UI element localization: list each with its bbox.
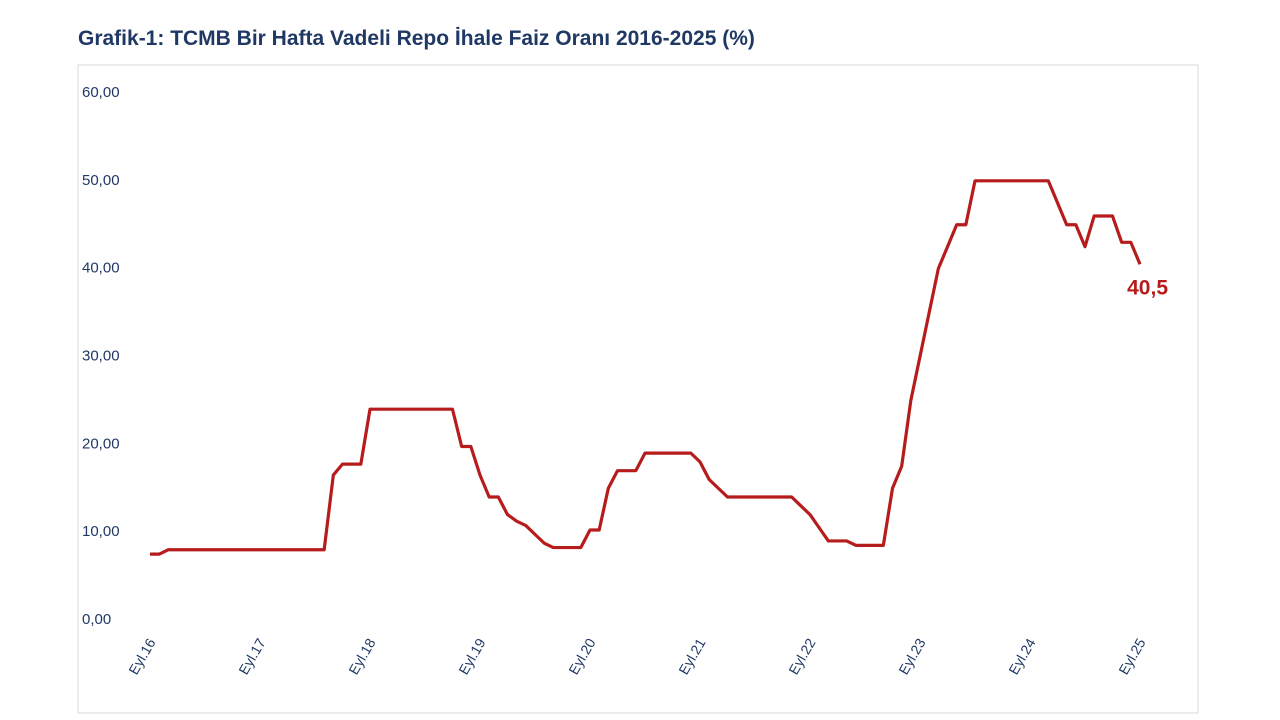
y-tick-label: 30,00	[82, 347, 120, 364]
y-tick-label: 20,00	[82, 435, 120, 452]
chart-title: Grafik-1: TCMB Bir Hafta Vadeli Repo İha…	[78, 27, 755, 50]
y-tick-label: 40,00	[82, 260, 120, 277]
x-tick-label: Eyl.22	[785, 635, 818, 677]
y-tick-label: 10,00	[82, 523, 120, 540]
x-tick-label: Eyl.21	[675, 635, 708, 677]
x-tick-label: Eyl.17	[235, 635, 268, 677]
x-tick-label: Eyl.25	[1115, 635, 1148, 677]
x-tick-label: Eyl.24	[1005, 635, 1038, 677]
plot-frame	[77, 64, 1199, 714]
end-label: 40,5	[1127, 276, 1168, 299]
y-tick-label: 60,00	[82, 84, 120, 101]
x-tick-label: Eyl.20	[565, 635, 598, 677]
x-tick-label: Eyl.18	[345, 635, 378, 677]
y-tick-label: 0,00	[82, 611, 111, 628]
x-tick-label: Eyl.23	[895, 635, 928, 677]
x-tick-label: Eyl.19	[455, 635, 488, 677]
x-tick-label: Eyl.16	[125, 635, 158, 677]
y-tick-label: 50,00	[82, 172, 120, 189]
data-line	[150, 179, 1142, 556]
